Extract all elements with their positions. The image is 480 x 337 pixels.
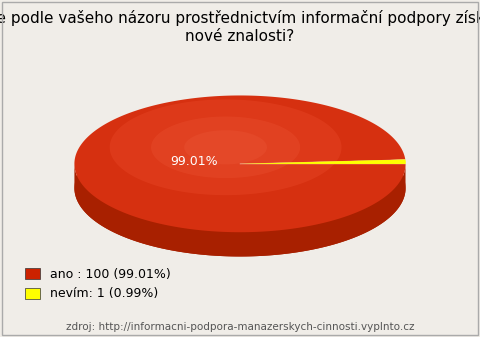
Polygon shape: [74, 95, 406, 232]
Text: Lze podle vašeho názoru prostřednictvím informační podpory získat
nové znalosti?: Lze podle vašeho názoru prostřednictvím …: [0, 10, 480, 43]
Polygon shape: [151, 117, 300, 178]
Legend: ano : 100 (99.01%), nevím: 1 (0.99%): ano : 100 (99.01%), nevím: 1 (0.99%): [25, 268, 171, 300]
Polygon shape: [184, 130, 267, 164]
Text: 99.01%: 99.01%: [170, 155, 218, 168]
Polygon shape: [240, 160, 406, 164]
Text: zdroj: http://informacni-podpora-manazerskych-cinnosti.vyplnto.cz: zdroj: http://informacni-podpora-manazer…: [66, 322, 414, 332]
Polygon shape: [74, 165, 406, 256]
Polygon shape: [74, 120, 406, 256]
Polygon shape: [240, 160, 406, 164]
Polygon shape: [110, 99, 341, 195]
